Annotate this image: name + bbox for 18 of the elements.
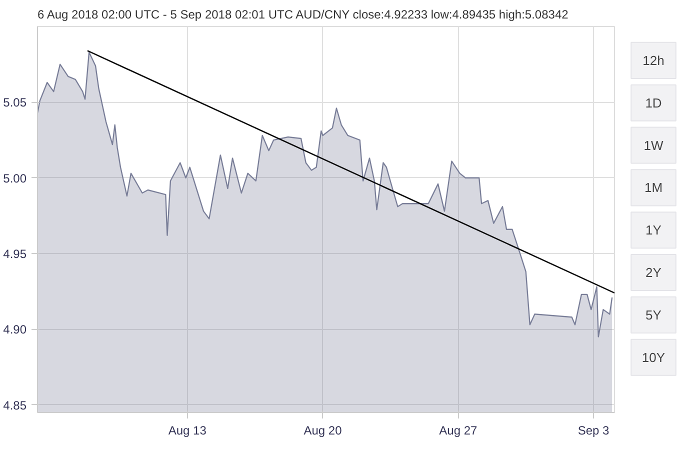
y-tick-label: 4.95 xyxy=(3,247,27,262)
text: 12h xyxy=(642,52,664,68)
text: 2Y xyxy=(646,265,662,280)
y-tick-label: 4.85 xyxy=(3,398,27,412)
text: 10Y xyxy=(642,350,666,365)
y-tick-label: 4.90 xyxy=(3,322,27,337)
x-tick-label: Aug 27 xyxy=(439,424,478,438)
x-tick-label: Sep 3 xyxy=(578,424,610,438)
y-tick-label: 5.05 xyxy=(3,96,27,110)
x-tick-label: Aug 13 xyxy=(168,424,207,438)
text: 1Y xyxy=(646,222,662,238)
y-tick-label: 5.00 xyxy=(3,171,27,186)
chart-title: 6 Aug 2018 02:00 UTC - 5 Sep 2018 02:01 UTC AUD/CNY close:4.92233 low:4.89435 high:5.08342 xyxy=(38,8,569,22)
text: 1D xyxy=(645,95,662,110)
x-tick-label: Aug 20 xyxy=(304,424,342,438)
text: 1M xyxy=(644,180,663,196)
text: 5Y xyxy=(646,307,662,322)
text: 1W xyxy=(644,138,664,153)
